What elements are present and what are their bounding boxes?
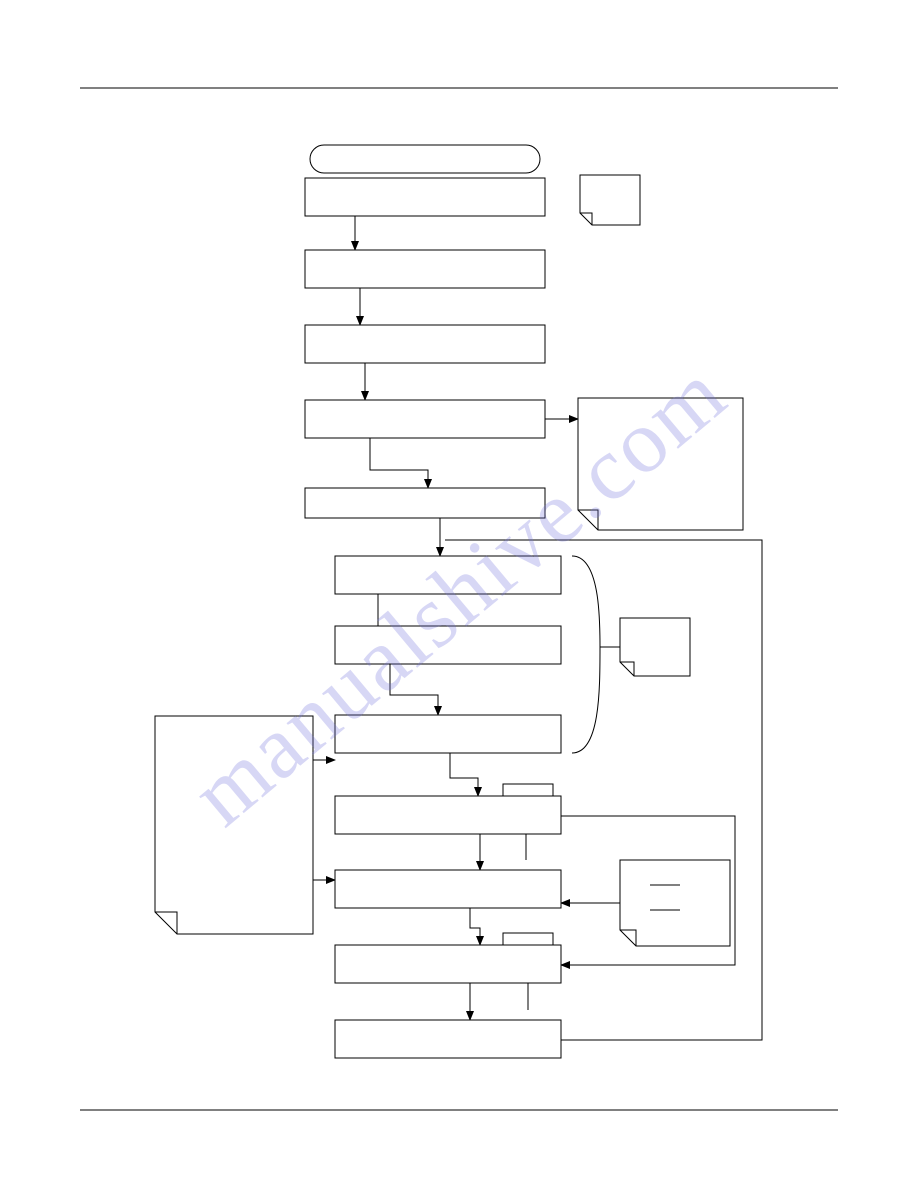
process-node: [305, 250, 545, 288]
connector: [470, 908, 480, 945]
connector: [572, 647, 600, 753]
note-node: [578, 398, 743, 530]
process-node: [335, 626, 561, 664]
connector: [390, 664, 438, 715]
process-node: [335, 870, 561, 908]
subroutine-node: [335, 945, 561, 983]
process-node: [335, 1020, 561, 1058]
process-node: [305, 178, 545, 216]
connector: [370, 438, 428, 488]
note-node: [155, 716, 313, 934]
terminator-node: [310, 145, 540, 173]
process-node: [305, 325, 545, 363]
process-node: [335, 715, 561, 753]
subroutine-tab: [503, 933, 553, 945]
flowchart-canvas: [0, 0, 918, 1188]
process-node: [305, 400, 545, 438]
process-node: [305, 488, 545, 518]
connector: [450, 753, 478, 796]
process-node: [335, 556, 561, 594]
note-node: [580, 175, 640, 225]
note-node: [620, 618, 690, 676]
subroutine-tab: [503, 784, 553, 796]
subroutine-node: [335, 796, 561, 834]
connector: [572, 556, 600, 647]
